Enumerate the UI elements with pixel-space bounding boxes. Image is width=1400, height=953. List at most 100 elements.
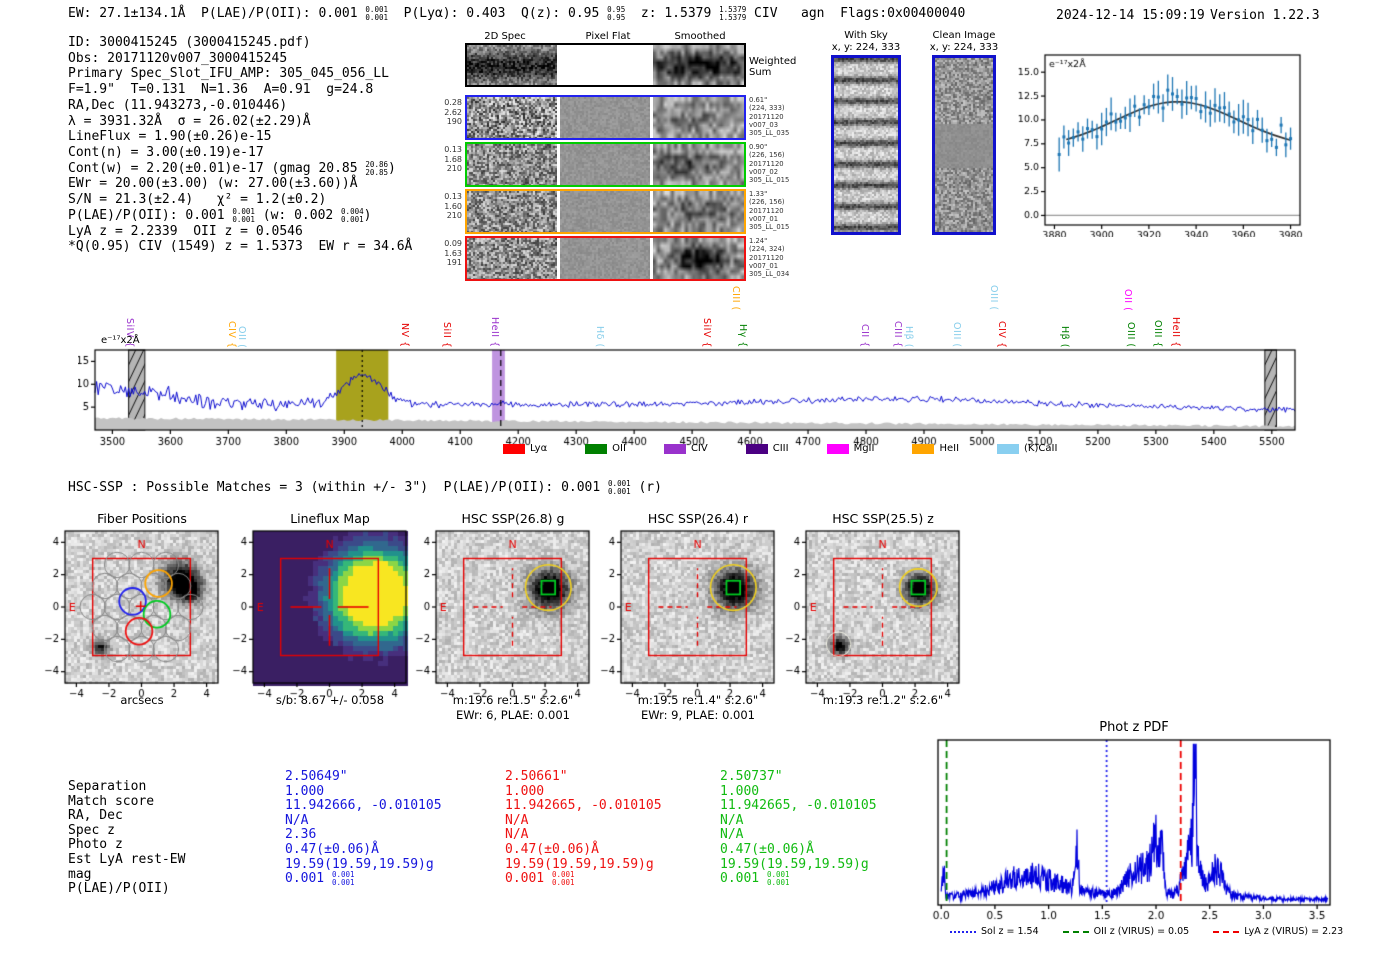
legend-swatch: [663, 443, 686, 454]
match-value: N/A: [720, 827, 744, 843]
clean-image-title: Clean Image x, y: 224, 333: [930, 30, 999, 53]
spec2d-col-header-pixelflat: Pixel Flat: [585, 31, 631, 42]
photz-legend-item: OII z (VIRUS) = 0.05: [1062, 926, 1190, 937]
spec2d-row-strip: [653, 238, 744, 279]
match-value: 11.942665, -0.010105: [505, 798, 662, 814]
hsc-g-panel: [398, 518, 598, 700]
spec2d-row-strip: [560, 97, 650, 138]
detection-info-block: ID: 3000415245 (3000415245.pdf) Obs: 2017…: [68, 35, 413, 255]
match-value: 2.50649": [285, 769, 348, 784]
with-sky-title-line: With Sky: [844, 30, 888, 41]
cutout-caption2-hsc-g: EWr: 6, PLAE: 0.001: [456, 708, 570, 722]
match-value: N/A: [505, 812, 529, 828]
match-row-label: Est LyA rest-EW: [68, 852, 186, 867]
photz-legend-line-swatch: [1062, 930, 1089, 933]
clean-image: [935, 58, 993, 232]
spectral-line-label-CII: CII {: [859, 324, 870, 348]
spec2d-row: [465, 95, 746, 140]
legend-label: Lyα: [530, 443, 548, 454]
legend-item-CIII: CIII: [745, 443, 789, 454]
weighted-sum-label-line2: Sum: [749, 67, 772, 78]
legend-swatch: [997, 443, 1020, 454]
report-header: EW: 27.1±134.1Å P(LAE)/P(OII): 0.001 0.0…: [68, 5, 966, 22]
match-value: 2.50737": [720, 769, 783, 784]
spectral-line-label-HeII: HeII {: [1170, 317, 1181, 348]
match-value: 11.942665, -0.010105: [720, 798, 877, 814]
spectrum-line-legend: Lyα OII CIV CIII MgII HeII (K)CaII: [503, 443, 1057, 454]
with-sky-image-frame: [831, 55, 901, 235]
match-value: 0.47(±0.06)Å: [285, 842, 379, 857]
cutout-xlabel-lineflux-map: s/b: 8.67 +/- 0.058: [275, 693, 385, 707]
match-value: 11.942666, -0.010105: [285, 798, 442, 814]
legend-swatch: [912, 443, 935, 454]
weighted-2dspec-image: [467, 45, 557, 85]
legend-swatch: [745, 443, 768, 454]
match-value: N/A: [505, 827, 529, 843]
photz-legend: Sol z = 1.54 OII z (VIRUS) = 0.05 LyA z (V…: [950, 926, 1343, 937]
spec2d-row-strip: [467, 238, 557, 279]
match-value: 1.000: [505, 783, 545, 799]
spec2d-row-right-labels: 1.33" (226, 156) 20171120 v007_01 305_LL_015: [749, 190, 790, 232]
spec2d-weighted-sum-row: [465, 43, 746, 87]
hsc-r-panel: [583, 518, 783, 700]
clean-image-title-line: Clean Image: [932, 30, 996, 41]
match-row-label: Match score: [68, 793, 155, 809]
match-value: 19.59(19.59,19.59)g: [720, 856, 869, 872]
weighted-sum-label-line1: Weighted: [749, 56, 797, 67]
spec2d-row-right-labels: 1.24" (224, 324) 20171120 v007_01 305_LL_034: [749, 237, 790, 279]
spectrum-units-label: e⁻¹⁷x2Å: [100, 335, 141, 346]
report-datetime: 2024-12-14 15:09:19: [1056, 8, 1205, 23]
match-value: 1.000: [285, 783, 325, 799]
lineflux-map-panel: [215, 518, 415, 700]
spec2d-row-strip: [467, 97, 557, 138]
cutout-xlabel-hsc-z: m:19.3 re:1.2" s:2.6": [822, 693, 944, 707]
clean-image-frame: [932, 55, 996, 235]
legend-label: CIV: [690, 443, 708, 454]
spectral-line-label-HeII: HeII {: [489, 317, 500, 348]
spec2d-row-strip: [467, 144, 557, 185]
spectral-line-label-CIII: CIII {: [892, 320, 903, 348]
spec2d-row-strip: [653, 144, 744, 185]
spectral-line-label-OII: OII (: [1122, 288, 1133, 311]
match-row-label: RA, Dec: [68, 808, 123, 824]
spectral-line-label-OIII: OIII {: [1152, 320, 1163, 348]
clean-image-coords: x, y: 224, 333: [929, 41, 999, 53]
legend-item-(K)CaII: (K)CaII: [997, 443, 1057, 454]
spectral-line-label-OIII: OIII (: [1125, 322, 1136, 348]
photz-legend-label: OII z (VIRUS) = 0.05: [1093, 926, 1190, 937]
weighted-smoothed-image: [653, 45, 744, 85]
spec2d-row-left-labels: 0.13 1.68 210: [444, 145, 462, 173]
cutout-xlabel-hsc-g: m:19.6 re:1.5" s:2.6": [452, 693, 574, 707]
spectral-line-label-NV: NV {: [399, 323, 410, 348]
match-value: 2.50661": [505, 769, 568, 784]
fiber-positions-panel: [27, 518, 227, 700]
spectral-line-label-Hδ: Hδ (: [594, 326, 605, 348]
weighted-sum-label: Weighted Sum: [749, 56, 796, 78]
spec2d-row-left-labels: 0.09 1.63 191: [444, 239, 462, 267]
spec2d-row-strip: [560, 144, 650, 185]
spec2d-row: [465, 236, 746, 281]
spec2d-row-right-labels: 0.90" (226, 156) 20171120 v007_02 305_LL_015: [749, 143, 790, 185]
match-value: N/A: [720, 812, 744, 828]
match-value: 0.47(±0.06)Å: [720, 842, 814, 857]
spec2d-col-header-smoothed: Smoothed: [674, 31, 726, 42]
spec2d-row-strip: [467, 191, 557, 232]
photz-legend-line-swatch: [950, 930, 976, 933]
legend-swatch: [826, 443, 849, 454]
spec2d-row: [465, 142, 746, 187]
legend-label: OII: [612, 443, 626, 454]
spec2d-row-left-labels: 0.13 1.60 210: [444, 192, 462, 220]
with-sky-title: With Sky x, y: 224, 333: [832, 30, 901, 53]
photz-legend-item: Sol z = 1.54: [950, 926, 1039, 937]
spectral-line-label-SiII: SiII {: [441, 321, 452, 348]
spectral-line-label-OIII: OIII (: [988, 285, 999, 311]
spec2d-row-left-labels: 0.28 2.62 190: [444, 98, 462, 126]
match-value: 2.36: [285, 827, 317, 843]
with-sky-coords: x, y: 224, 333: [831, 41, 901, 53]
legend-label: (K)CaII: [1024, 443, 1058, 454]
spectral-line-label-Hβ: Hβ (: [903, 326, 914, 348]
hsc-ssp-match-header: HSC-SSP : Possible Matches = 3 (within +…: [68, 479, 662, 496]
cutout-xlabel-hsc-r: m:19.5 re:1.4" s:2.6": [637, 693, 759, 707]
spectral-line-label-CIII: CIII (: [730, 286, 741, 311]
